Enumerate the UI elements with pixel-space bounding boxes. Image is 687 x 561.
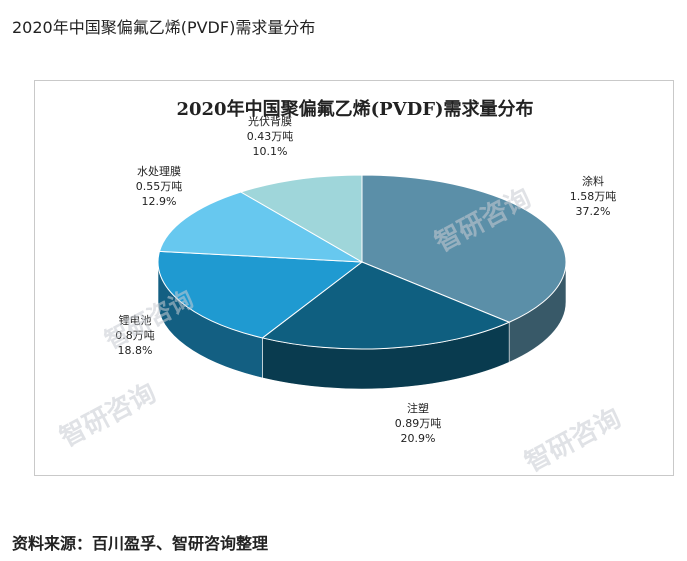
slice-label-percent: 37.2% (576, 205, 611, 218)
slice-label-percent: 20.9% (401, 432, 436, 445)
chart-frame: 涂料 1.58万吨 37.2% 注塑 0.89万吨 20.9% 锂电池 0.8万吨 18.8% 水… (34, 80, 674, 476)
slice-label-value: 1.58万吨 (570, 190, 617, 203)
slice-label-name: 光伏背膜 (248, 114, 292, 128)
slice-label-value: 0.8万吨 (115, 329, 155, 342)
pie-chart: 涂料 1.58万吨 37.2% 注塑 0.89万吨 20.9% 锂电池 0.8万吨 18.8% 水… (115, 114, 616, 445)
slice-label-value: 0.89万吨 (395, 417, 442, 430)
pie-slice (158, 191, 363, 263)
pie-slice (361, 174, 567, 323)
pie-slice (239, 174, 363, 263)
slice-label-percent: 12.9% (142, 195, 177, 208)
pie-tops (157, 174, 567, 350)
chart-title: 2020年中国聚偏氟乙烯(PVDF)需求量分布 (176, 99, 534, 120)
pie-slice (157, 250, 364, 339)
pie-slice (261, 261, 511, 350)
page-title: 2020年中国聚偏氟乙烯(PVDF)需求量分布 (12, 18, 316, 37)
slice-label-name: 注塑 (407, 401, 429, 415)
slice-label-name: 水处理膜 (137, 165, 181, 178)
slice-label-name: 锂电池 (119, 313, 152, 327)
slice-label-percent: 18.8% (118, 344, 153, 357)
slice-label-name: 涂料 (582, 174, 604, 188)
slice-label-percent: 10.1% (253, 145, 288, 158)
pie-labels: 涂料 1.58万吨 37.2% 注塑 0.89万吨 20.9% 锂电池 0.8万吨 18.8% 水… (115, 114, 616, 445)
slice-label-value: 0.55万吨 (136, 180, 183, 193)
slice-label-value: 0.43万吨 (247, 130, 294, 143)
source-note: 资料来源：百川盈孚、智研咨询整理 (12, 534, 269, 553)
